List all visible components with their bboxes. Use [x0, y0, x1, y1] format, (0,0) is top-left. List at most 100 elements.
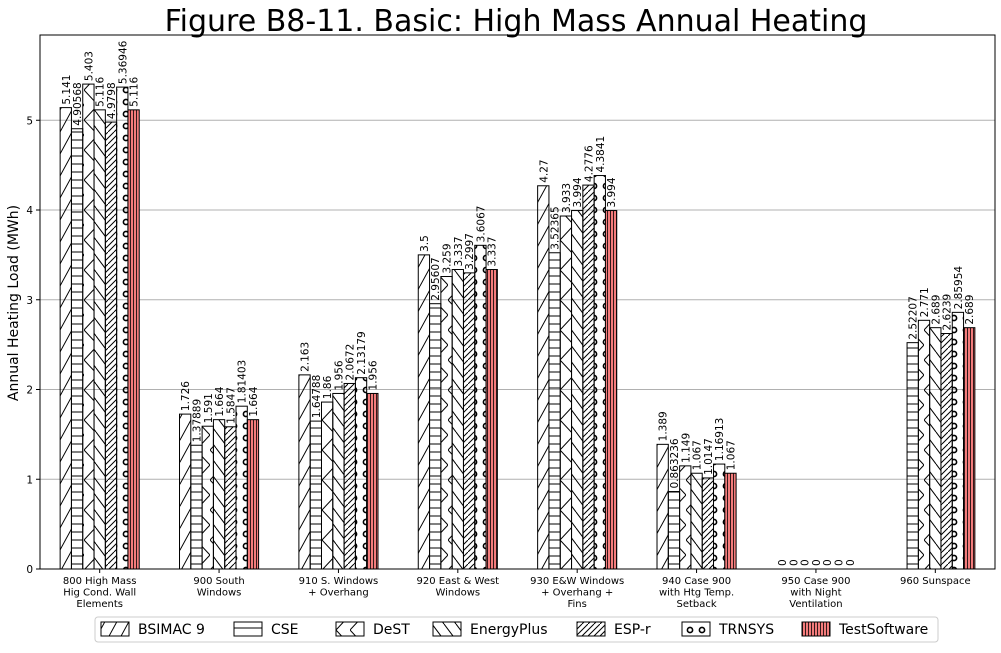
value-label-3-7: 2.689: [930, 295, 942, 325]
x-tick-label-0-1: Hig Cond. Wall: [63, 588, 136, 599]
bar-1-4: [548, 252, 561, 570]
y-tick-label-4: 4: [26, 205, 33, 217]
value-label-1-7: 2.52207: [908, 296, 920, 339]
x-tick-label-2-1: + Overhang: [308, 588, 369, 599]
legend-frame: [94, 616, 939, 643]
bar-1-5: [667, 491, 681, 570]
bar-5-0: [116, 86, 129, 570]
y-axis-label: Annual Heating Load (MWh): [6, 205, 22, 401]
bar-3-2: [332, 392, 345, 570]
value-label-5-3: 3.6067: [475, 206, 487, 243]
x-tick-label-3-0: 920 East & West: [417, 576, 500, 587]
bar-2-1: [201, 425, 214, 570]
value-labels: 5.141 1.726 2.163 3.5 4.27 1.389 0 4.90568 1.378…: [61, 40, 976, 566]
bar-5-7: [951, 311, 965, 570]
x-tick-label-0-0: 800 High Mass: [63, 576, 137, 587]
bar-6-2: [366, 392, 379, 570]
value-label-2-5: 1.149: [680, 433, 692, 463]
bar-5-4: [593, 175, 606, 570]
value-label-6-5: 1.067: [725, 440, 737, 470]
value-label-2-0: 5.403: [83, 51, 95, 81]
value-label-3-2: 1.956: [333, 360, 345, 390]
y-tick-label-1: 1: [26, 474, 33, 486]
x-tick-label-5-1: with Htg Temp.: [659, 588, 734, 599]
value-label-0-1: 1.726: [180, 381, 192, 411]
bar-6-4: [604, 210, 618, 570]
x-tick-label-4-2: Fins: [568, 599, 587, 610]
bar-0-5: [656, 443, 669, 570]
x-tick-label-4-1: + Overhang +: [541, 588, 613, 599]
bar-4-7: [940, 333, 953, 570]
legend-label-3: EnergyPlus: [470, 622, 548, 638]
x-tick-label-5-2: Setback: [676, 599, 716, 610]
x-tick-label-1-1: Windows: [197, 588, 242, 599]
value-label-6-6: 0: [845, 559, 857, 566]
value-label-4-6: 0: [822, 559, 834, 566]
bar-6-3: [485, 269, 498, 570]
value-label-2-4: 3.933: [561, 183, 573, 213]
bar-3-1: [212, 419, 226, 570]
chart-title: Figure B8-11. Basic: High Mass Annual He…: [165, 4, 868, 39]
bar-4-0: [104, 121, 118, 570]
value-label-0-4: 4.27: [538, 159, 550, 182]
bar-1-7: [906, 342, 919, 570]
value-label-1-1: 1.37889: [191, 399, 203, 442]
bar-6-1: [246, 419, 260, 570]
value-label-5-5: 1.16913: [714, 418, 726, 461]
legend-swatch-6: [801, 621, 831, 637]
bar-0-0: [59, 107, 72, 570]
legend-swatch-1: [233, 621, 263, 637]
bar-2-0: [82, 83, 95, 570]
bar-3-4: [571, 210, 584, 570]
bar-5-2: [354, 377, 368, 570]
value-label-2-1: 1.591: [203, 393, 215, 423]
legend-swatch-0: [100, 621, 130, 637]
legend-label-0: BSIMAC 9: [138, 622, 205, 638]
bar-1-2: [309, 420, 322, 570]
legend: BSIMAC 9 CSE DeST EnergyPlus ESP-r TRNSYS Test…: [94, 616, 939, 643]
value-label-1-2: 1.64788: [311, 375, 323, 418]
value-label-2-3: 3.259: [442, 243, 454, 273]
value-label-5-0: 5.36946: [117, 40, 129, 84]
value-label-4-3: 3.2997: [464, 233, 476, 270]
bar-1-1: [190, 444, 203, 570]
bar-2-4: [559, 215, 573, 570]
bar-4-2: [343, 382, 356, 570]
value-label-3-4: 3.994: [572, 177, 584, 207]
value-label-3-1: 1.664: [214, 386, 226, 416]
bar-3-5: [690, 472, 703, 570]
value-label-0-5: 1.389: [658, 411, 670, 441]
legend-swatch-5: [681, 621, 711, 637]
x-tick-label-6-0: 950 Case 900: [781, 576, 850, 587]
value-label-3-0: 5.116: [95, 76, 107, 106]
bar-3-0: [93, 109, 106, 570]
bar-1-3: [429, 303, 442, 570]
x-tick-label-6-1: with Night: [790, 588, 841, 599]
value-label-3-3: 3.337: [453, 236, 465, 266]
x-tick-label-3-1: Windows: [435, 588, 480, 599]
value-label-5-7: 2.85954: [953, 266, 965, 310]
bar-0-3: [417, 254, 431, 570]
value-label-0-2: 2.163: [300, 342, 312, 372]
value-label-5-1: 1.81403: [237, 360, 249, 403]
bar-0-2: [298, 374, 311, 570]
value-label-6-3: 3.337: [487, 236, 499, 266]
legend-label-6: TestSoftware: [838, 622, 928, 638]
bar-6-0: [127, 109, 140, 570]
y-tick-label-5: 5: [26, 115, 33, 127]
bar-5-3: [474, 244, 487, 570]
bar-3-7: [929, 327, 942, 570]
bar-5-5: [713, 463, 726, 570]
legend-swatch-2: [335, 621, 365, 637]
value-label-6-1: 1.664: [248, 386, 260, 416]
bar-5-1: [235, 405, 248, 570]
gridlines: [40, 119, 995, 480]
legend-label-5: TRNSYS: [718, 622, 774, 638]
bar-4-1: [224, 426, 237, 570]
value-label-4-0: 4.9798: [106, 82, 118, 119]
value-label-2-7: 2.771: [919, 287, 931, 317]
x-tick-label-5-0: 940 Case 900: [662, 576, 731, 587]
